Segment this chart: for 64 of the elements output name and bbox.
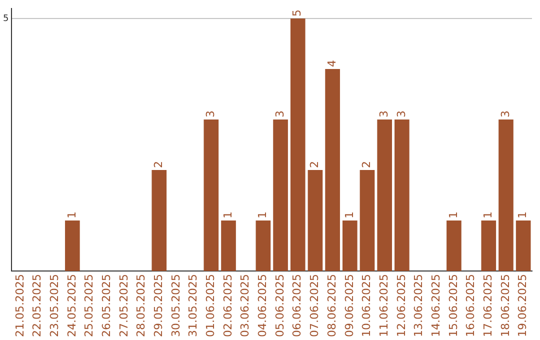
data-label: 2 (152, 161, 165, 168)
bar (256, 220, 271, 272)
x-tick-label: 10.06.2025 (360, 274, 374, 338)
data-label: 3 (394, 110, 408, 118)
data-label: 3 (273, 110, 286, 118)
x-tick-label: 23.05.2025 (48, 274, 61, 338)
x-tick-label: 07.06.2025 (308, 274, 322, 338)
x-tick-label: 16.06.2025 (464, 274, 478, 338)
x-tick-label: 22.05.2025 (30, 274, 44, 338)
data-label: 5 (290, 10, 304, 16)
bar (342, 220, 358, 272)
bar (308, 170, 323, 272)
data-label: 3 (498, 110, 512, 118)
x-tick-label: 08.06.2025 (325, 274, 338, 338)
bar (481, 220, 496, 272)
x-tick-label: 05.06.2025 (273, 274, 286, 338)
x-tick-label: 17.06.2025 (482, 274, 495, 338)
x-tick-label: 12.06.2025 (394, 274, 408, 338)
x-tick-label: 26.05.2025 (100, 274, 113, 338)
bar (152, 170, 167, 272)
x-tick-label: 13.06.2025 (412, 274, 426, 338)
bar (204, 120, 219, 272)
x-tick-label: 01.06.2025 (204, 274, 218, 338)
data-label: 1 (446, 212, 460, 219)
bar (394, 120, 410, 272)
data-label: 2 (360, 161, 374, 168)
bar (65, 220, 80, 272)
x-tick-label: 21.05.2025 (13, 274, 26, 338)
bar (325, 69, 340, 272)
data-label: 2 (308, 161, 322, 168)
data-label: 1 (65, 212, 78, 219)
x-tick-label: 03.06.2025 (238, 274, 252, 338)
x-tick-label: 19.06.2025 (516, 274, 530, 338)
bar (290, 18, 306, 272)
bar (498, 120, 514, 272)
bar (360, 170, 375, 272)
data-label: 1 (342, 212, 356, 219)
x-tick-label: 11.06.2025 (377, 274, 390, 338)
x-tick-label: 02.06.2025 (221, 274, 234, 338)
x-tick-label: 29.05.2025 (152, 274, 165, 338)
data-label: 1 (516, 212, 530, 219)
x-tick-label: 15.06.2025 (446, 274, 460, 338)
bar (377, 120, 392, 272)
x-tick-label: 31.05.2025 (186, 274, 200, 338)
data-label: 1 (482, 212, 495, 219)
x-tick-label: 14.06.2025 (429, 274, 442, 338)
x-tick-label: 09.06.2025 (342, 274, 356, 338)
data-label: 3 (377, 110, 390, 118)
x-tick-label: 06.06.2025 (290, 274, 304, 338)
bar (446, 220, 462, 272)
x-tick-label: 04.06.2025 (256, 274, 270, 338)
x-tick-label: 30.05.2025 (169, 274, 182, 338)
data-label: 4 (325, 60, 338, 68)
data-label: 1 (256, 212, 270, 219)
x-tick-label: 25.05.2025 (82, 274, 96, 338)
data-label: 1 (221, 212, 234, 219)
bar (273, 120, 288, 272)
x-tick-label: 24.05.2025 (65, 274, 78, 338)
data-label: 3 (204, 110, 218, 118)
x-tick-label: 27.05.2025 (117, 274, 130, 338)
x-tick-label: 18.06.2025 (498, 274, 512, 338)
x-tick-label: 28.05.2025 (134, 274, 148, 338)
bar (516, 220, 531, 272)
bar (221, 220, 236, 272)
